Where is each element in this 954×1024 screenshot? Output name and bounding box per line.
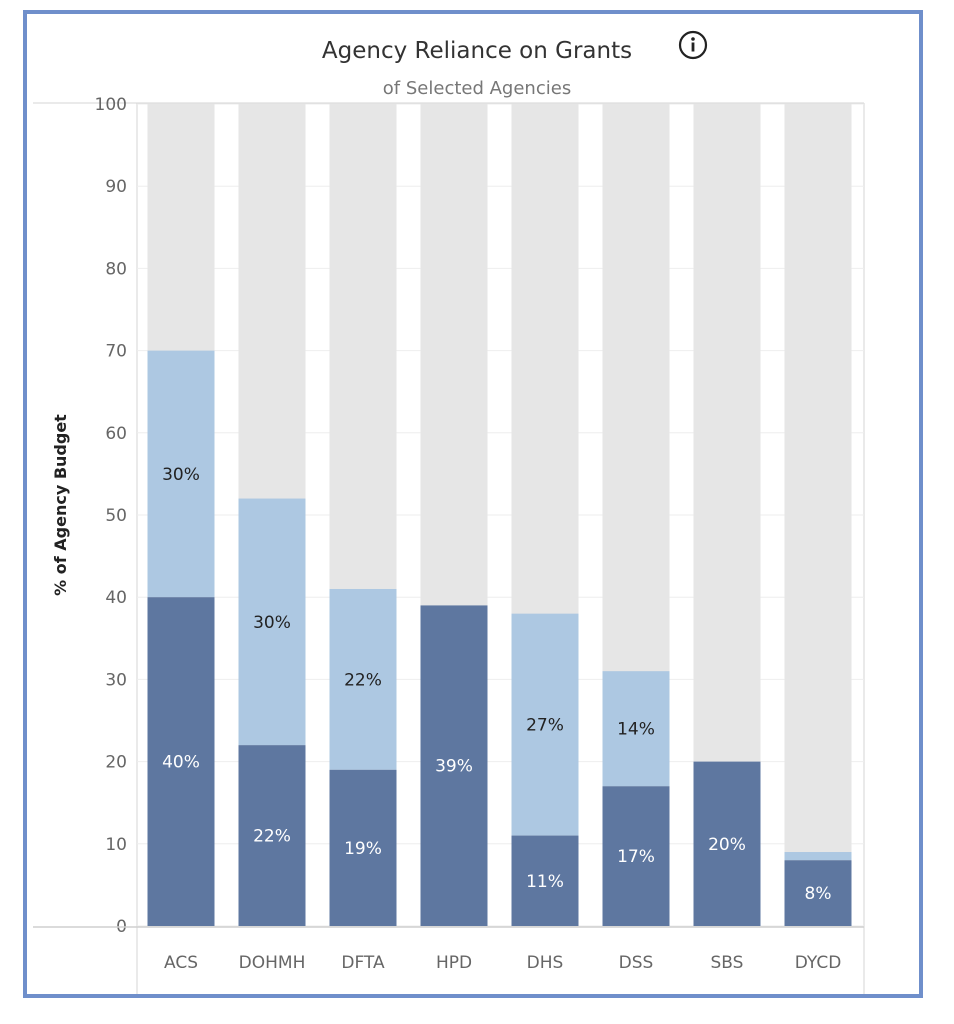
- data-label: 20%: [708, 835, 746, 855]
- y-tick-label: 90: [105, 177, 127, 197]
- x-tick-label: DYCD: [795, 953, 842, 973]
- chart-title: Agency Reliance on Grants: [321, 38, 633, 64]
- x-tick-label: DFTA: [341, 953, 385, 973]
- bar-segment-dark: [602, 786, 670, 926]
- y-tick-label: 10: [105, 835, 127, 855]
- y-tick-label: 20: [105, 753, 127, 773]
- y-tick-label: 40: [105, 588, 127, 608]
- x-tick-label: DSS: [619, 953, 654, 973]
- x-tick-label: SBS: [711, 953, 744, 973]
- chart-subtitle: of Selected Agencies: [382, 78, 572, 99]
- x-tick-label: ACS: [164, 953, 198, 973]
- data-label: 17%: [617, 847, 655, 867]
- y-tick-label: 70: [105, 342, 127, 362]
- bar-segment-dark: [238, 745, 306, 926]
- chart-frame: Agency Reliance on Grants of Selected Ag…: [23, 10, 923, 998]
- bar-background: [784, 104, 852, 926]
- x-tick-label: HPD: [436, 953, 472, 973]
- data-label: 11%: [526, 872, 564, 892]
- y-tick-label: 60: [105, 424, 127, 444]
- bar-segment-light: [784, 852, 852, 861]
- y-axis-title: % of Agency Budget: [51, 414, 70, 596]
- data-label: 27%: [526, 716, 564, 736]
- bar-segment-light: [238, 498, 306, 746]
- y-tick-label: 30: [105, 670, 127, 690]
- data-label: 30%: [253, 613, 291, 633]
- bar-segment-light: [147, 350, 215, 598]
- bar-segment-light: [329, 588, 397, 770]
- bar-segment-dark: [693, 761, 761, 926]
- data-label: 8%: [805, 884, 832, 904]
- bar-segment-dark: [329, 769, 397, 926]
- bar-segment-dark: [784, 860, 852, 926]
- bar-segment-dark: [511, 835, 579, 926]
- x-tick-label: DHS: [527, 953, 564, 973]
- data-label: 14%: [617, 720, 655, 740]
- data-label: 22%: [344, 670, 382, 690]
- bar-segment-light: [511, 613, 579, 836]
- data-label: 30%: [162, 465, 200, 485]
- y-tick-label: 80: [105, 259, 127, 279]
- y-tick-label: 50: [105, 506, 127, 526]
- x-tick-label: DOHMH: [239, 953, 306, 973]
- data-label: 22%: [253, 827, 291, 847]
- bar-segment-dark: [147, 597, 215, 926]
- bar-segment-light: [602, 671, 670, 787]
- y-tick-label: 100: [95, 95, 127, 115]
- bar-segment-dark: [420, 605, 488, 926]
- data-label: 19%: [344, 839, 382, 859]
- data-label: 40%: [162, 753, 200, 773]
- info-circle-icon[interactable]: [678, 30, 708, 60]
- data-label: 39%: [435, 757, 473, 777]
